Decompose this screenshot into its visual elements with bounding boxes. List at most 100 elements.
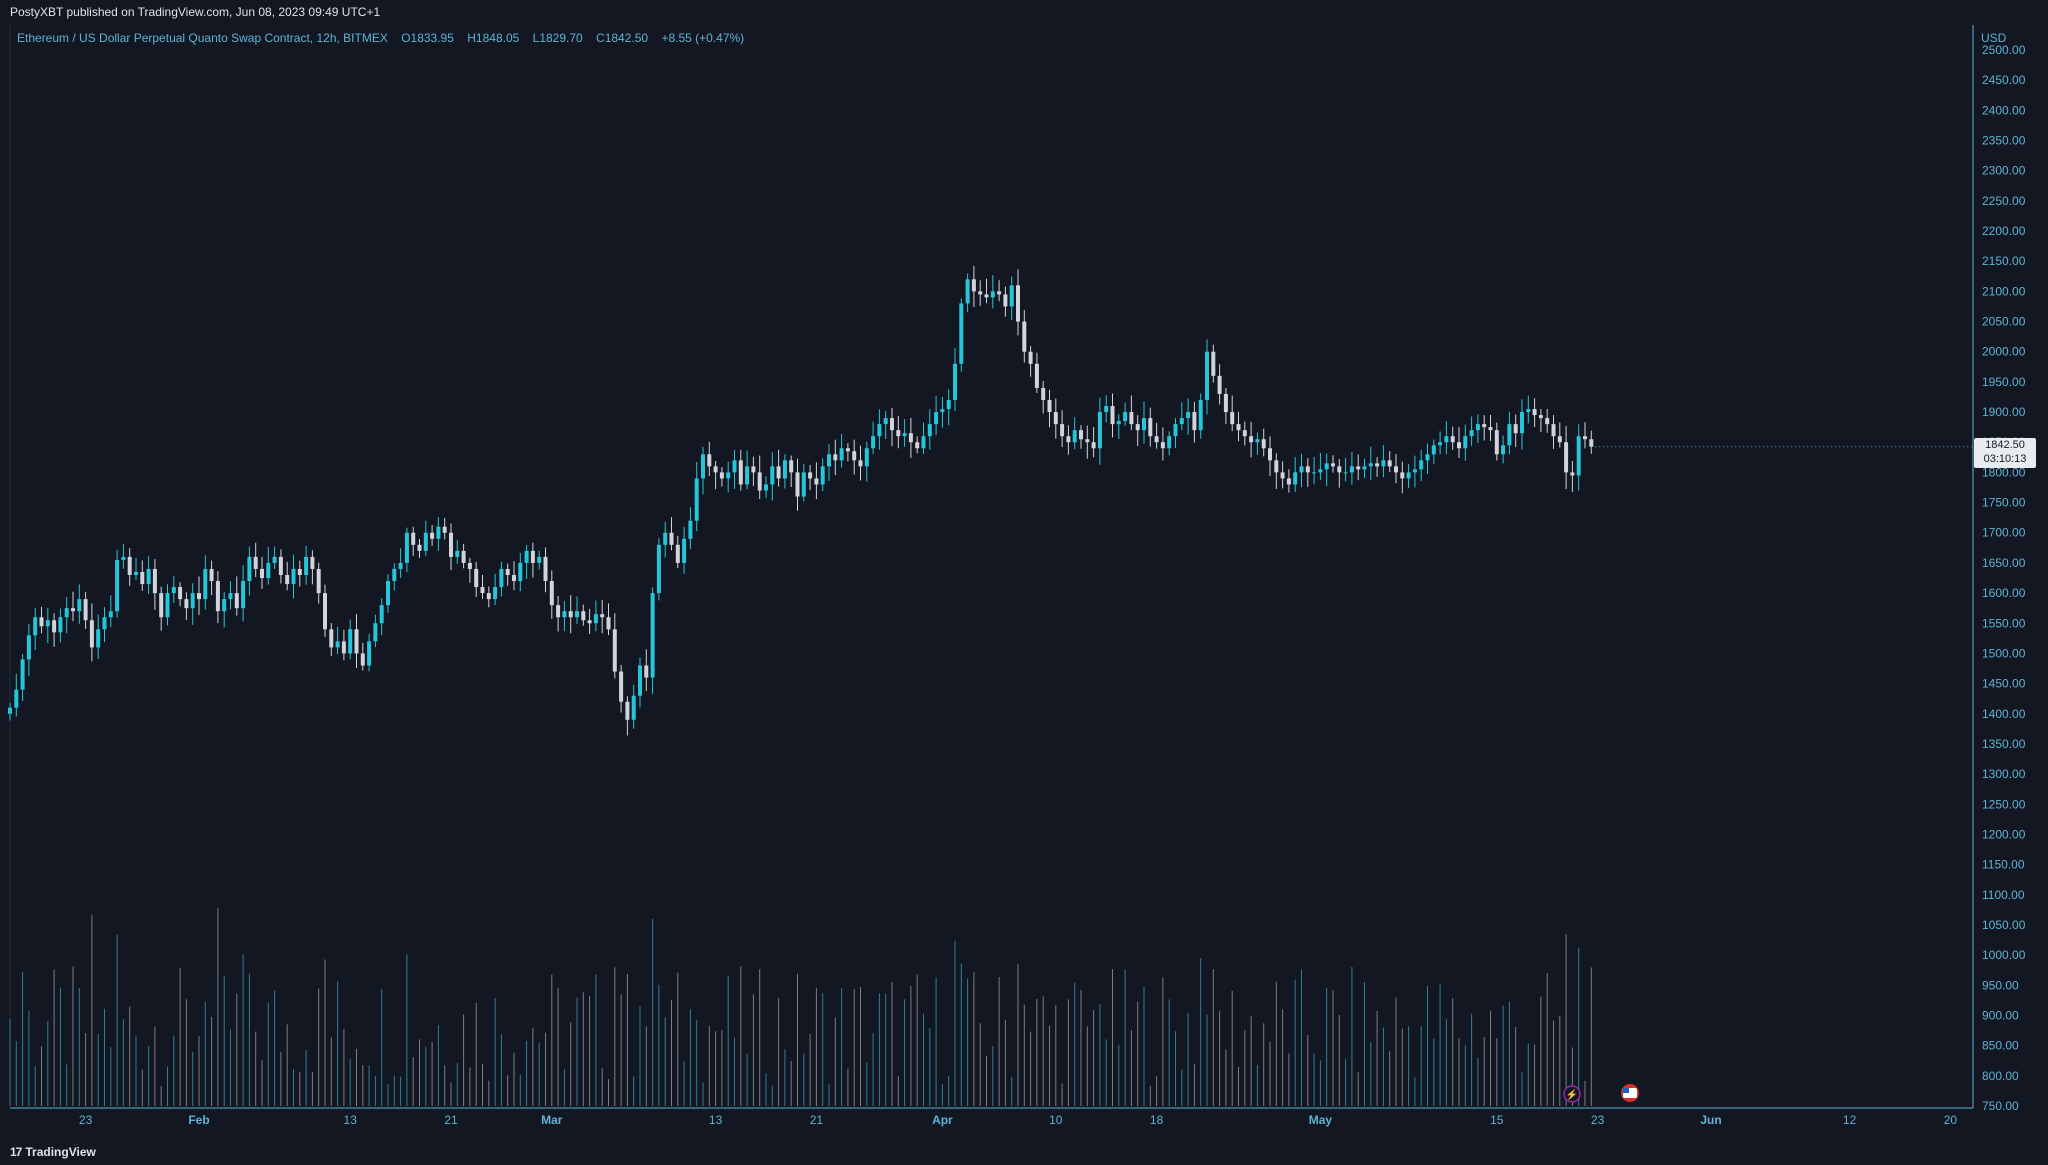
candle-body bbox=[971, 279, 976, 292]
candle-body bbox=[1230, 412, 1235, 425]
candle-body bbox=[593, 614, 598, 624]
candle-body bbox=[1589, 439, 1594, 447]
candle bbox=[701, 446, 705, 495]
candle bbox=[719, 467, 724, 487]
candle bbox=[1488, 415, 1493, 441]
candle bbox=[1299, 453, 1304, 488]
candle bbox=[505, 563, 510, 586]
candle-body bbox=[360, 653, 365, 666]
candle bbox=[644, 649, 649, 692]
candle-body bbox=[178, 587, 183, 600]
candle bbox=[455, 539, 460, 564]
candle-body bbox=[335, 641, 340, 648]
candle bbox=[392, 563, 397, 591]
candle-body bbox=[814, 478, 819, 485]
candle-body bbox=[770, 466, 775, 485]
candle-body bbox=[1570, 472, 1575, 476]
y-tick-label: 2150.00 bbox=[1982, 254, 2026, 268]
legend-low: L1829.70 bbox=[532, 31, 583, 45]
candle bbox=[738, 449, 743, 491]
candle bbox=[1003, 286, 1008, 317]
candle-body bbox=[474, 568, 479, 588]
candle-body bbox=[719, 472, 724, 479]
candle bbox=[1198, 393, 1203, 439]
tradingview-logo[interactable]: 17 TradingView bbox=[10, 1139, 96, 1165]
candle bbox=[146, 556, 151, 594]
candle bbox=[669, 517, 674, 551]
candle bbox=[127, 548, 132, 586]
candle bbox=[1419, 449, 1424, 481]
candle-body bbox=[1205, 351, 1209, 400]
candle-body bbox=[795, 472, 800, 497]
candle-body bbox=[1116, 421, 1121, 425]
candle bbox=[1217, 364, 1222, 405]
candle-body bbox=[64, 608, 69, 618]
candle-body bbox=[354, 629, 359, 654]
candle bbox=[1343, 457, 1348, 482]
y-tick-label: 1450.00 bbox=[1982, 677, 2026, 691]
y-tick-label: 1950.00 bbox=[1982, 375, 2026, 389]
candle-body bbox=[1186, 412, 1191, 419]
candle-body bbox=[329, 629, 334, 648]
candle-body bbox=[556, 605, 561, 618]
candle bbox=[549, 570, 554, 619]
candle bbox=[764, 476, 768, 498]
candle-body bbox=[436, 526, 441, 539]
candle bbox=[1381, 445, 1386, 478]
candle bbox=[927, 409, 932, 450]
candle bbox=[102, 607, 107, 643]
candle-body bbox=[638, 665, 642, 696]
y-tick-label: 2400.00 bbox=[1982, 103, 2026, 117]
candle bbox=[1280, 461, 1285, 489]
x-tick-label: 10 bbox=[1049, 1113, 1063, 1127]
candle-body bbox=[89, 620, 94, 648]
candle-body bbox=[890, 418, 894, 431]
candle-body bbox=[581, 611, 586, 621]
candle bbox=[801, 463, 806, 502]
candle bbox=[663, 521, 668, 558]
candle-body bbox=[625, 701, 630, 720]
candle-body bbox=[127, 556, 132, 575]
candle-body bbox=[442, 526, 447, 533]
candle-body bbox=[165, 593, 170, 618]
candle-body bbox=[1412, 469, 1417, 473]
candle bbox=[1570, 461, 1575, 492]
candle bbox=[442, 517, 447, 540]
candle-body bbox=[486, 593, 491, 600]
candle-body bbox=[751, 466, 756, 473]
candle-body bbox=[682, 538, 687, 563]
candlesticks bbox=[8, 265, 1972, 736]
candle-body bbox=[398, 562, 403, 569]
y-tick-label: 2500.00 bbox=[1982, 43, 2026, 57]
candle-body bbox=[619, 671, 624, 702]
candle bbox=[1123, 402, 1128, 426]
candle-body bbox=[606, 617, 611, 630]
candle-body bbox=[908, 433, 913, 443]
candle bbox=[1494, 422, 1499, 461]
candle-body bbox=[1009, 285, 1014, 307]
candle-body bbox=[688, 520, 693, 539]
candle-body bbox=[115, 559, 120, 612]
candle-body bbox=[102, 617, 107, 630]
candle-body bbox=[1104, 406, 1109, 413]
candle bbox=[1305, 458, 1310, 487]
y-tick-label: 2200.00 bbox=[1982, 224, 2026, 238]
candle-body bbox=[108, 611, 113, 618]
candle bbox=[1116, 414, 1121, 439]
candle-body bbox=[1337, 466, 1342, 473]
candle-body bbox=[839, 448, 844, 461]
candle-body bbox=[530, 550, 535, 563]
candle bbox=[682, 527, 687, 574]
candle bbox=[493, 573, 498, 606]
candle-body bbox=[1003, 294, 1008, 307]
candle bbox=[449, 523, 453, 571]
candle bbox=[1589, 430, 1594, 454]
candle bbox=[77, 584, 82, 624]
candle-body bbox=[1242, 430, 1247, 437]
x-tick-label: May bbox=[1309, 1113, 1333, 1127]
candle bbox=[537, 550, 542, 570]
candle bbox=[291, 554, 296, 599]
candle-body bbox=[512, 574, 516, 582]
candle bbox=[1009, 276, 1014, 321]
